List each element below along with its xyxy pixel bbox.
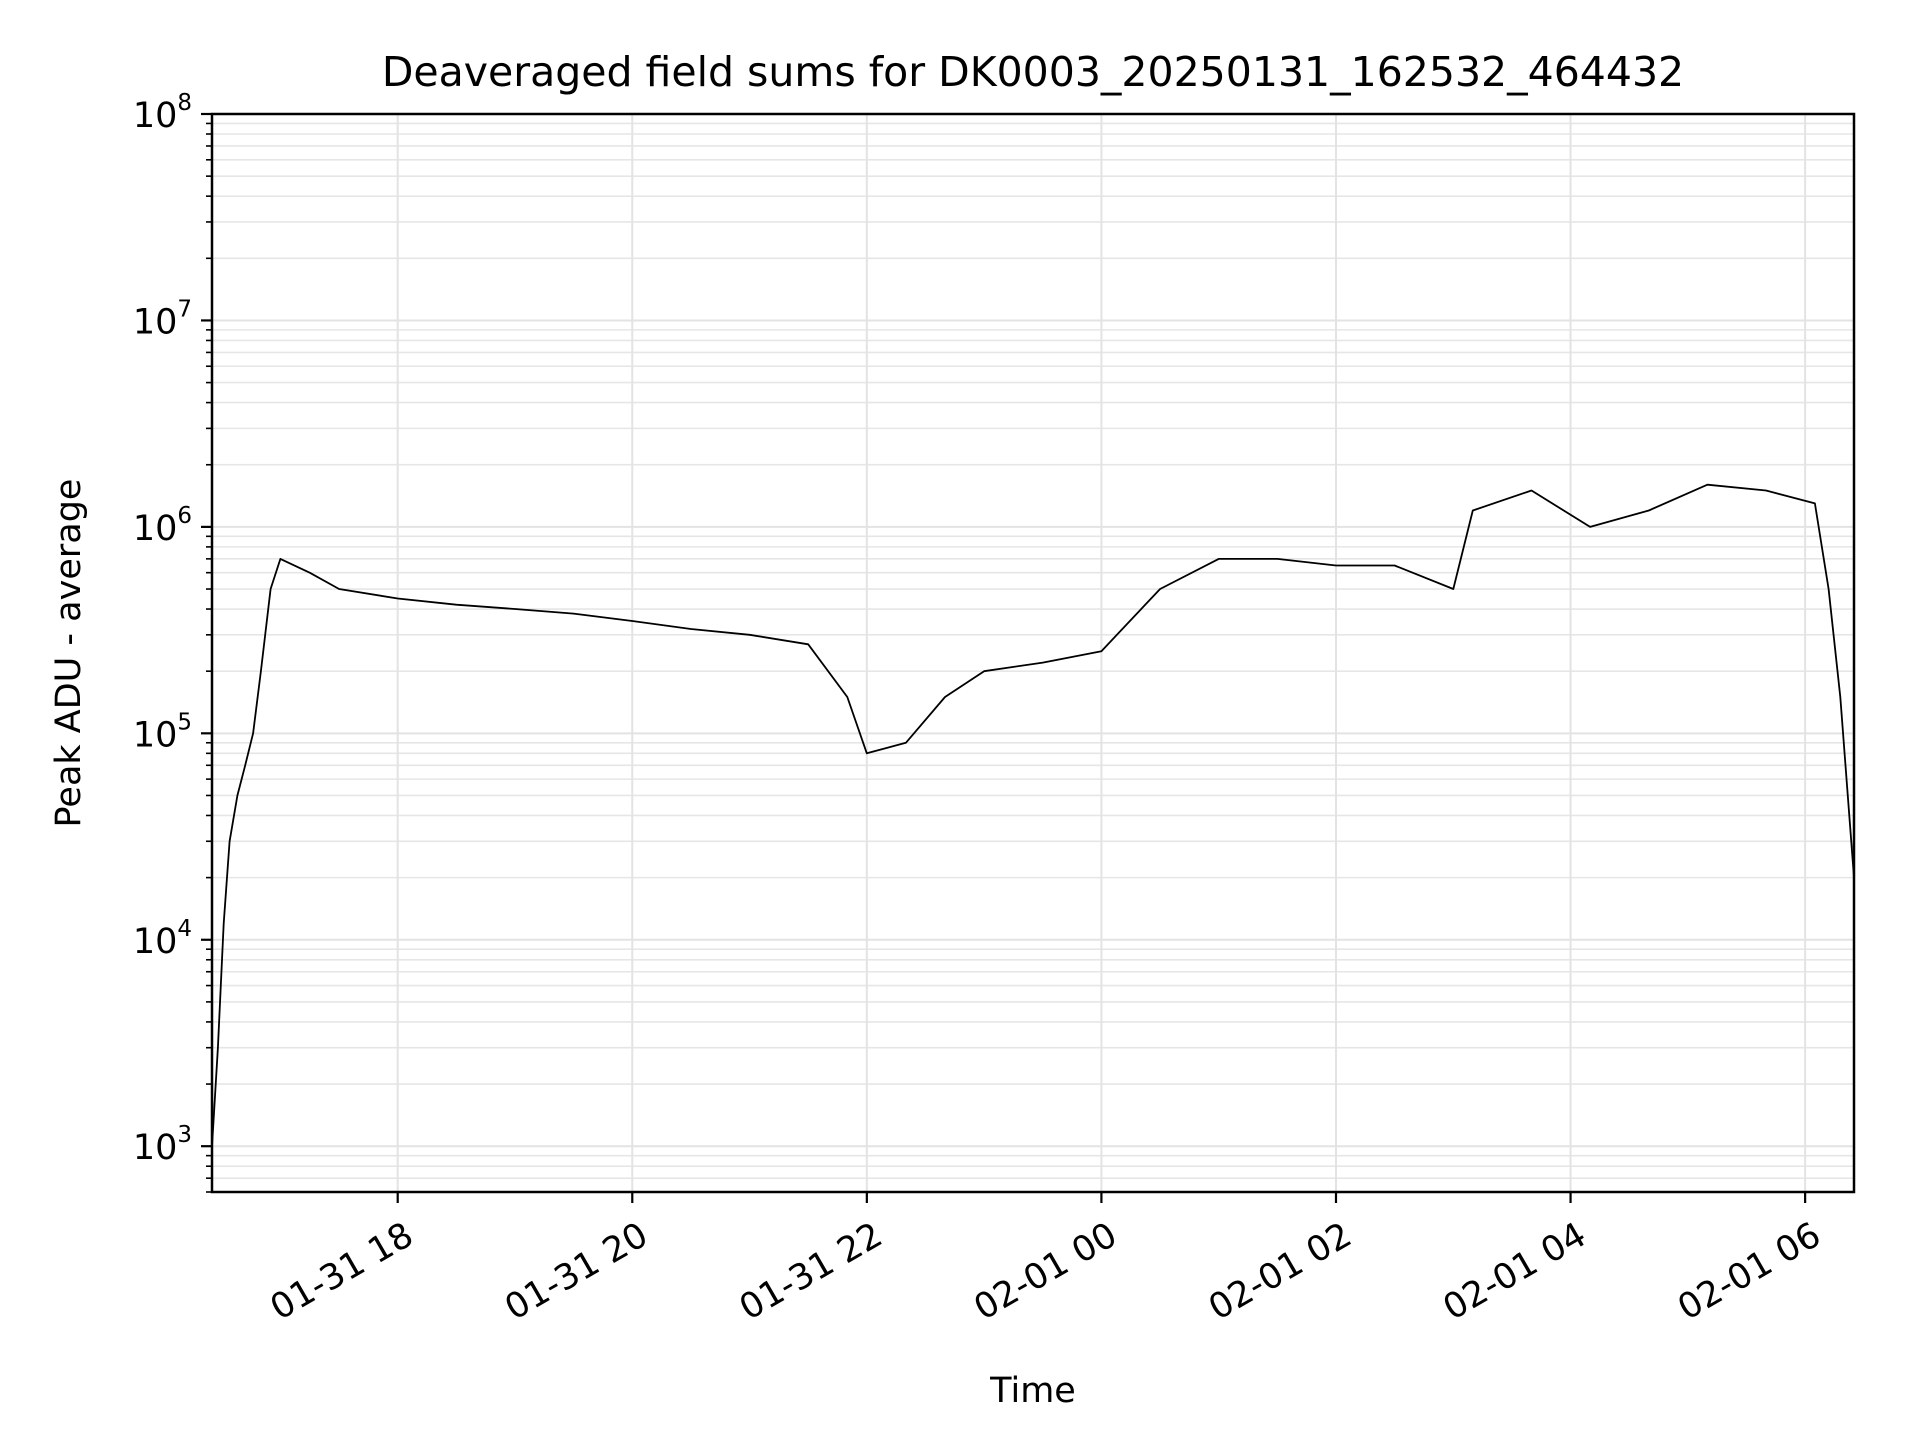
y-tick-label: 104 [133, 916, 192, 962]
grid-layer [212, 113, 1854, 1193]
chart-title: Deaveraged field sums for DK0003_2025013… [382, 48, 1684, 96]
y-tick-label: 105 [133, 709, 192, 755]
y-tick-label: 103 [133, 1122, 192, 1168]
y-tick-label: 106 [133, 503, 192, 549]
x-axis-label: Time [989, 1371, 1076, 1411]
series-layer [211, 483, 1855, 1147]
plot-frame [210, 112, 1856, 1194]
y-axis-label: Peak ADU - average [49, 479, 89, 828]
y-tick-label: 107 [133, 296, 192, 342]
series-line [211, 483, 1855, 1147]
y-tick-label: 108 [133, 90, 192, 136]
